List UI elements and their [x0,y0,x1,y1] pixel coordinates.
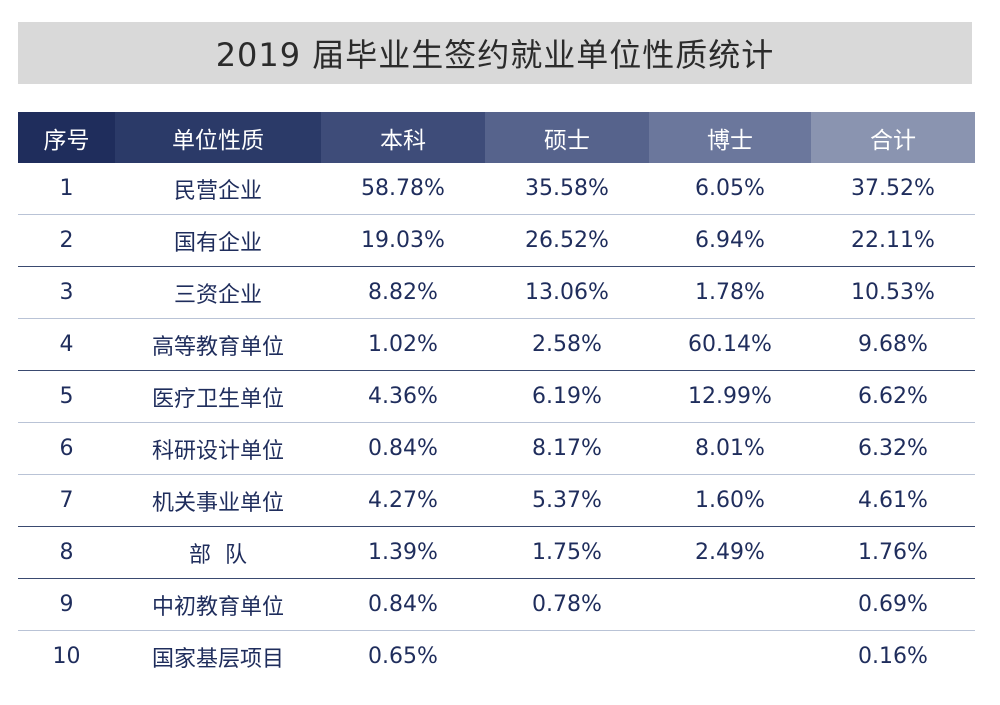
table-row: 3 三资企业 8.82% 13.06% 1.78% 10.53% [18,266,975,319]
table-row: 7 机关事业单位 4.27% 5.37% 1.60% 4.61% [18,474,975,527]
cell-bachelor: 1.02% [321,318,485,371]
table-row: 8 部 队 1.39% 1.75% 2.49% 1.76% [18,526,975,579]
cell-index: 4 [18,318,115,371]
cell-doctor: 6.94% [649,214,811,267]
cell-master: 13.06% [485,266,649,319]
cell-master: 2.58% [485,318,649,371]
header-index: 序号 [18,112,115,163]
cell-doctor: 8.01% [649,422,811,475]
cell-total: 9.68% [811,318,975,371]
cell-total: 4.61% [811,474,975,527]
cell-unit-type: 民营企业 [115,163,321,215]
cell-unit-type: 中初教育单位 [115,578,321,631]
page-title: 2019 届毕业生签约就业单位性质统计 [215,36,775,74]
cell-master [485,631,649,683]
cell-total: 10.53% [811,266,975,319]
table-row: 5 医疗卫生单位 4.36% 6.19% 12.99% 6.62% [18,370,975,423]
cell-index: 9 [18,578,115,631]
cell-unit-type: 科研设计单位 [115,422,321,475]
cell-doctor: 1.78% [649,266,811,319]
cell-index: 10 [52,644,81,669]
header-master: 硕士 [485,112,649,163]
cell-doctor: 1.60% [649,474,811,527]
cell-bachelor: 58.78% [321,163,485,215]
cell-master: 0.78% [485,578,649,631]
cell-master: 8.17% [485,422,649,475]
cell-unit-type: 机关事业单位 [115,474,321,527]
cell-index: 6 [18,422,115,475]
cell-unit-type: 高等教育单位 [115,318,321,371]
cell-index: 8 [18,526,115,579]
cell-bachelor: 19.03% [321,214,485,267]
table-row: 1 民营企业 58.78% 35.58% 6.05% 37.52% [18,163,975,215]
cell-doctor [649,578,811,631]
cell-index: 7 [18,474,115,527]
cell-doctor: 60.14% [649,318,811,371]
cell-doctor: 6.05% [649,163,811,215]
cell-total: 0.69% [811,578,975,631]
table-row: 9 中初教育单位 0.84% 0.78% 0.69% [18,578,975,631]
table-row: 4 高等教育单位 1.02% 2.58% 60.14% 9.68% [18,318,975,371]
cell-bachelor: 1.39% [321,526,485,579]
cell-total: 0.16% [858,644,928,669]
header-bachelor: 本科 [321,112,485,163]
cell-total: 22.11% [811,214,975,267]
table-row: 2 国有企业 19.03% 26.52% 6.94% 22.11% [18,214,975,267]
cell-total: 6.32% [811,422,975,475]
cell-total: 1.76% [811,526,975,579]
cell-unit-type: 部 队 [115,526,321,579]
cell-master: 5.37% [485,474,649,527]
header-doctor: 博士 [649,112,811,163]
cell-bachelor: 4.27% [321,474,485,527]
cell-master: 26.52% [485,214,649,267]
header-row: 序号 单位性质 本科 硕士 博士 合计 [18,112,975,163]
table-row: 10 国家基层项目 0.65% 0.16% [18,631,975,683]
cell-total: 37.52% [811,163,975,215]
title-bar: 2019 届毕业生签约就业单位性质统计 [18,22,972,84]
cell-bachelor: 0.84% [321,578,485,631]
cell-doctor: 2.49% [649,526,811,579]
cell-index: 2 [18,214,115,267]
cell-bachelor: 4.36% [321,370,485,423]
cell-bachelor: 0.84% [321,422,485,475]
statistics-table: 序号 单位性质 本科 硕士 博士 合计 1 民营企业 58.78% 35.58%… [18,112,975,682]
cell-bachelor: 0.65% [368,644,438,669]
header-total: 合计 [811,112,975,163]
table-row: 6 科研设计单位 0.84% 8.17% 8.01% 6.32% [18,422,975,475]
cell-master: 35.58% [485,163,649,215]
header-unit-type: 单位性质 [115,112,321,163]
cell-unit-type: 国有企业 [115,214,321,267]
cell-bachelor: 8.82% [321,266,485,319]
cell-total: 6.62% [811,370,975,423]
cell-doctor [649,631,811,683]
cell-unit-type: 医疗卫生单位 [115,370,321,423]
cell-master: 6.19% [485,370,649,423]
cell-unit-type: 三资企业 [115,266,321,319]
cell-index: 1 [18,163,115,215]
cell-unit-type: 国家基层项目 [151,646,284,672]
cell-index: 3 [18,266,115,319]
cell-index: 5 [18,370,115,423]
cell-master: 1.75% [485,526,649,579]
cell-doctor: 12.99% [649,370,811,423]
